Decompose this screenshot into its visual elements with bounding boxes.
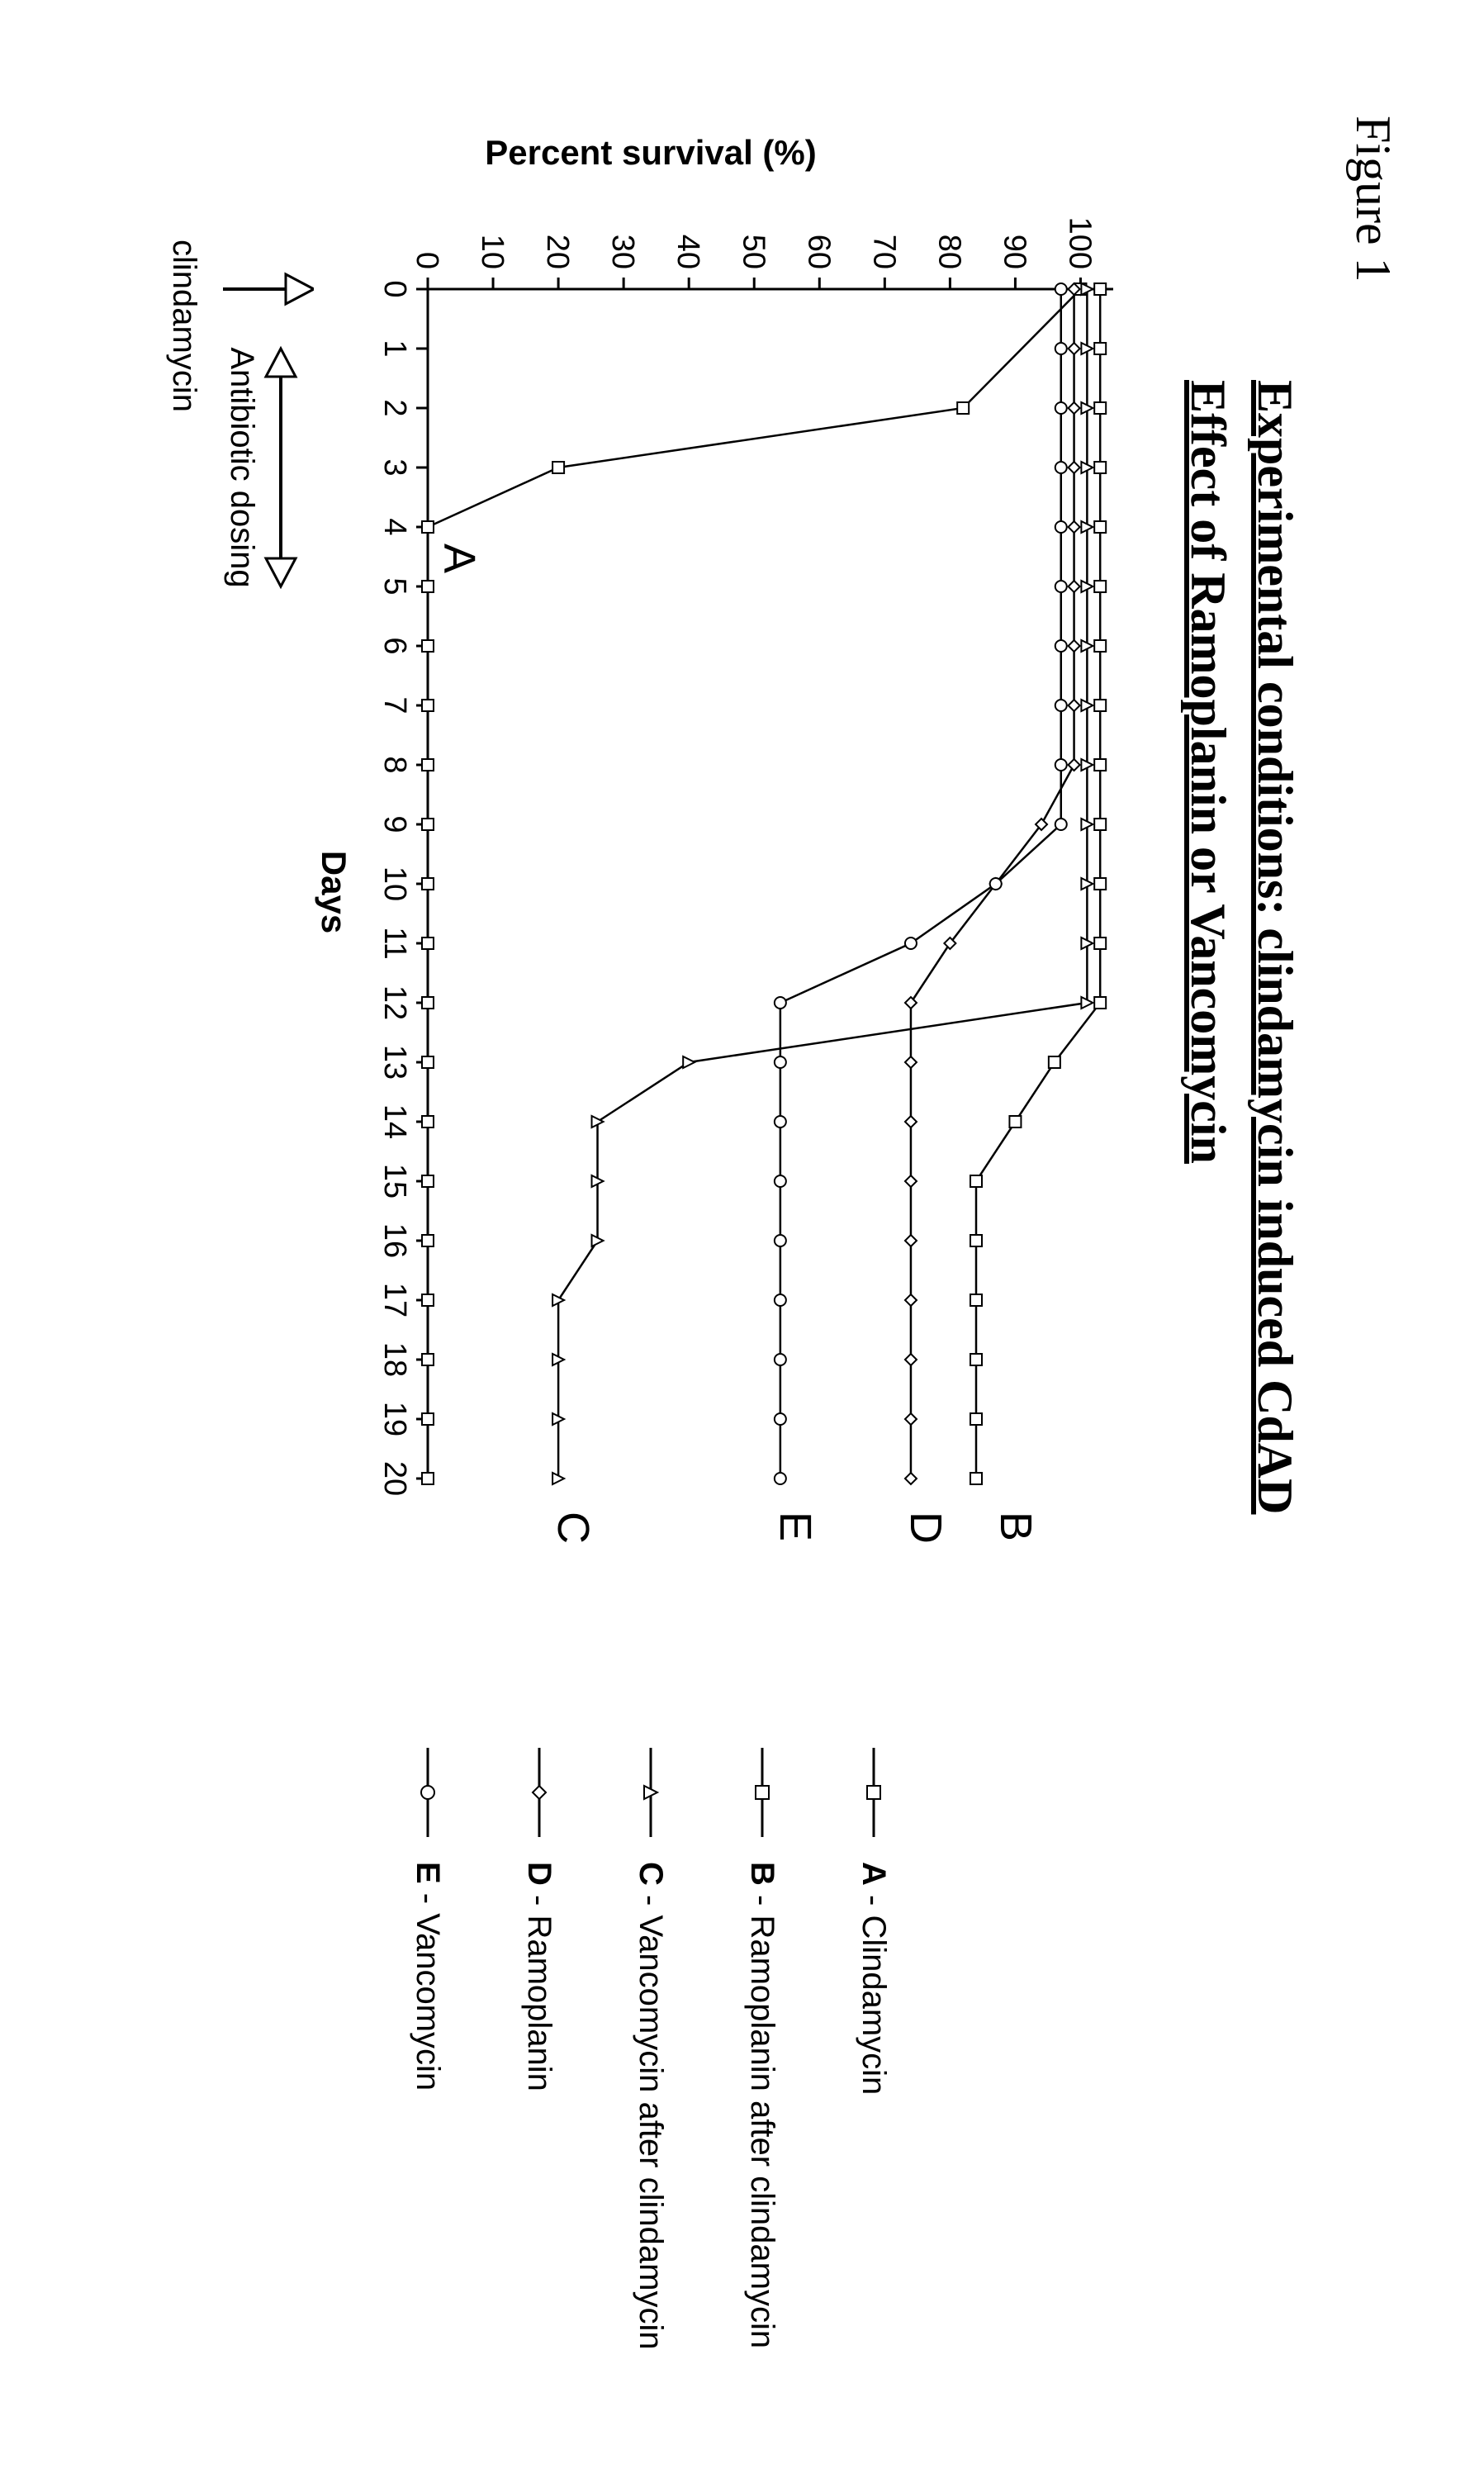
svg-text:70: 70 xyxy=(866,235,901,269)
svg-text:80: 80 xyxy=(932,235,966,269)
series-end-letter-B: B xyxy=(991,1512,1041,1541)
svg-text:1: 1 xyxy=(377,339,412,357)
svg-text:4: 4 xyxy=(377,518,412,535)
legend-icon-C xyxy=(636,1743,666,1842)
legend-item-C: C - Vancomycin after clindamycin xyxy=(633,1743,670,2412)
legend-item-B: B - Ramoplanin after clindamycin xyxy=(744,1743,781,2412)
svg-text:17: 17 xyxy=(377,1283,412,1317)
svg-text:40: 40 xyxy=(671,235,705,269)
legend-label-A: A - Clindamycin xyxy=(856,1862,893,2095)
svg-text:3: 3 xyxy=(377,458,412,476)
legend-label-B: B - Ramoplanin after clindamycin xyxy=(744,1862,781,2348)
legend-icon-E xyxy=(413,1743,443,1842)
svg-text:12: 12 xyxy=(377,985,412,1020)
legend-label-C: C - Vancomycin after clindamycin xyxy=(633,1862,670,2350)
series-E xyxy=(775,283,1067,1484)
svg-text:18: 18 xyxy=(377,1342,412,1377)
svg-text:30: 30 xyxy=(605,235,640,269)
legend-icon-D xyxy=(524,1743,554,1842)
svg-text:6: 6 xyxy=(377,637,412,654)
series-A xyxy=(422,283,1086,1484)
svg-text:9: 9 xyxy=(377,815,412,833)
chart-legend: A - Clindamycin B - Ramoplanin after clin… xyxy=(155,1594,1146,2412)
svg-text:0: 0 xyxy=(410,252,444,269)
title-effect: Effect of Ramoplanin or Vancomycin xyxy=(1179,380,1236,2412)
svg-text:14: 14 xyxy=(377,1104,412,1139)
series-end-letter-C: C xyxy=(548,1512,598,1544)
series-C xyxy=(552,283,1093,1484)
y-axis-label: Percent survival (%) xyxy=(485,133,817,173)
svg-text:13: 13 xyxy=(377,1045,412,1080)
svg-text:2: 2 xyxy=(377,399,412,416)
svg-text:0: 0 xyxy=(377,280,412,297)
svg-text:19: 19 xyxy=(377,1402,412,1436)
legend-item-D: D - Ramoplanin xyxy=(521,1743,558,2412)
svg-text:50: 50 xyxy=(736,235,770,269)
legend-icon-A xyxy=(859,1743,889,1842)
svg-text:20: 20 xyxy=(377,1461,412,1496)
svg-text:16: 16 xyxy=(377,1223,412,1258)
title-experimental: Experimental conditions: clindamycin ind… xyxy=(1246,380,1303,2412)
figure-label: Figure 1 xyxy=(1344,116,1401,2412)
legend-label-D: D - Ramoplanin xyxy=(521,1862,558,2091)
svg-text:100: 100 xyxy=(1062,217,1097,269)
legend-label-E: E - Vancomycin xyxy=(410,1862,447,2091)
clindamycin-label: clindamycin xyxy=(166,240,202,412)
series-end-letter-E: E xyxy=(770,1512,820,1541)
series-end-letter-D: D xyxy=(901,1512,951,1544)
svg-text:8: 8 xyxy=(377,756,412,773)
svg-text:10: 10 xyxy=(377,866,412,901)
svg-text:10: 10 xyxy=(475,235,510,269)
legend-item-A: A - Clindamycin xyxy=(856,1743,893,2412)
legend-icon-B xyxy=(747,1743,777,1842)
svg-text:60: 60 xyxy=(801,235,836,269)
antibiotic-dosing-label: Antibiotic dosing xyxy=(224,347,260,587)
series-end-letter-A: A xyxy=(434,544,484,573)
svg-text:15: 15 xyxy=(377,1164,412,1199)
svg-text:11: 11 xyxy=(377,927,412,959)
svg-text:7: 7 xyxy=(377,696,412,714)
svg-text:5: 5 xyxy=(377,577,412,595)
svg-text:90: 90 xyxy=(997,235,1031,269)
svg-text:20: 20 xyxy=(540,235,575,269)
legend-item-E: E - Vancomycin xyxy=(410,1743,447,2412)
survival-chart: 0102030405060708090100012345678910111213… xyxy=(320,190,1146,1594)
